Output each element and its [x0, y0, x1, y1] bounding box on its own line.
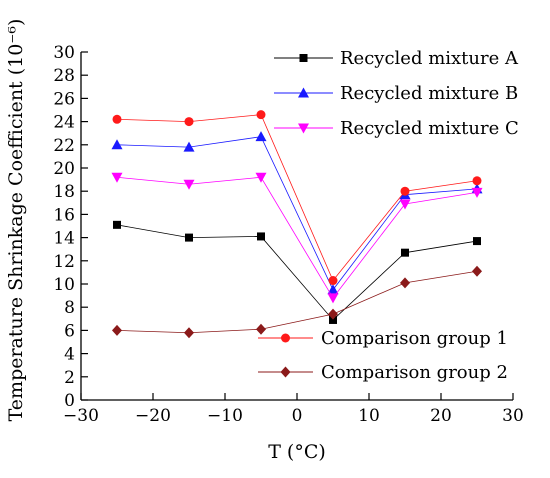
y-tick-label: 30	[53, 43, 75, 63]
data-point	[111, 139, 123, 150]
series-line	[116, 114, 478, 282]
data-point	[328, 308, 338, 320]
x-tick-label: −10	[207, 406, 243, 426]
legend-marker	[298, 123, 309, 134]
data-point	[111, 172, 123, 183]
legend-label: Recycled mixture B	[340, 83, 518, 104]
data-point	[400, 186, 410, 196]
y-tick-label: 2	[64, 368, 75, 388]
data-point	[327, 284, 339, 295]
legend-marker	[280, 366, 291, 378]
data-point	[399, 199, 411, 210]
axes: −30 −20 −10 0 10 20 30024681012141618202224262…	[53, 43, 523, 426]
x-tick-label: 20	[430, 406, 452, 426]
series-2	[111, 131, 483, 295]
x-tick-label: −20	[135, 406, 171, 426]
legend-item: Recycled mixture B	[274, 83, 518, 104]
legend-marker	[298, 87, 309, 98]
data-point	[472, 176, 482, 186]
data-point	[183, 141, 195, 152]
y-tick-label: 22	[53, 136, 75, 156]
y-tick-label: 26	[53, 89, 75, 109]
data-point	[401, 248, 409, 257]
data-point	[473, 237, 481, 246]
y-tick-label: 14	[53, 229, 75, 249]
legend-label: Comparison group 1	[321, 328, 508, 349]
data-point	[184, 327, 194, 339]
data-point	[184, 117, 194, 127]
series-3	[111, 172, 483, 304]
y-tick-label: 24	[53, 113, 75, 133]
y-tick-label: 0	[64, 391, 75, 411]
data-point	[256, 110, 266, 120]
data-point	[471, 187, 483, 198]
legend-marker	[281, 333, 290, 343]
data-point	[112, 324, 122, 336]
y-tick-label: 28	[53, 66, 75, 86]
y-tick-label: 6	[64, 321, 75, 341]
data-point	[328, 276, 338, 286]
series-line	[116, 224, 478, 321]
data-point	[113, 220, 121, 229]
series-layer	[111, 110, 483, 339]
x-tick-label: −30	[63, 406, 99, 426]
series-line	[116, 136, 478, 291]
series-5	[112, 265, 482, 339]
y-tick-label: 8	[64, 298, 75, 318]
x-tick-label: 0	[292, 406, 303, 426]
data-point	[257, 232, 265, 241]
legend-item: Comparison group 1	[258, 328, 508, 349]
y-tick-label: 16	[53, 205, 75, 225]
data-point	[472, 265, 482, 277]
data-point	[256, 323, 266, 335]
data-point	[112, 114, 122, 124]
legend-layer: Recycled mixture A Recycled mixture B Recy…	[258, 48, 519, 383]
series-line	[116, 270, 478, 334]
legend-label: Comparison group 2	[321, 362, 508, 383]
x-tick-label: 30	[502, 406, 524, 426]
legend-item: Comparison group 2	[258, 362, 508, 383]
y-tick-label: 10	[53, 275, 75, 295]
y-tick-label: 12	[53, 252, 75, 272]
data-point	[327, 293, 339, 304]
legend-label: Recycled mixture C	[340, 118, 519, 139]
legend-item: Recycled mixture A	[274, 48, 519, 69]
data-point	[329, 315, 337, 324]
data-point	[185, 233, 193, 242]
data-point	[183, 179, 195, 190]
y-tick-label: 18	[53, 182, 75, 202]
legend-item: Recycled mixture C	[274, 118, 519, 139]
series-line	[116, 176, 478, 299]
x-axis-title: T (°C)	[268, 441, 326, 463]
y-tick-label: 4	[64, 345, 75, 365]
data-point	[255, 131, 267, 142]
legend-marker	[299, 54, 308, 62]
y-axis-title: Temperature Shrinkage Coefficient (10⁻⁶)	[5, 19, 27, 422]
data-point	[255, 172, 267, 183]
y-tick-label: 20	[53, 159, 75, 179]
series-1	[113, 220, 481, 324]
data-point	[400, 277, 410, 289]
series-4	[112, 110, 482, 286]
legend-label: Recycled mixture A	[340, 48, 519, 69]
x-tick-label: 10	[358, 406, 380, 426]
